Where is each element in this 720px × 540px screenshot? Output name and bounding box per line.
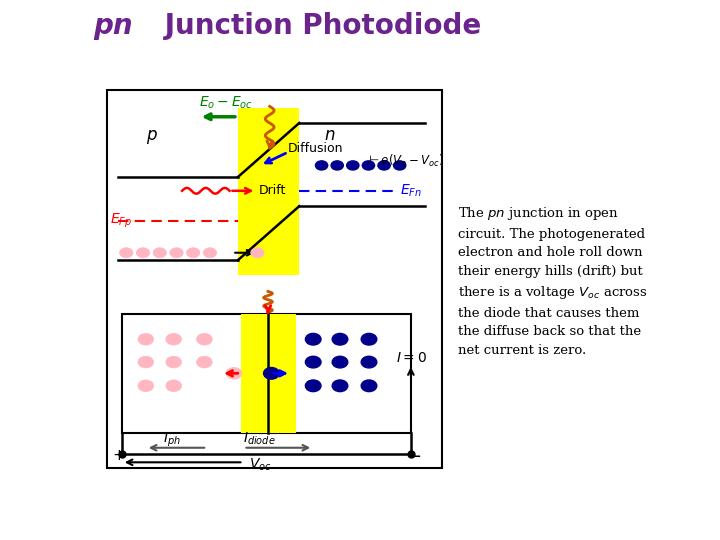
Bar: [240, 314, 297, 433]
Circle shape: [203, 248, 217, 258]
Circle shape: [305, 333, 321, 345]
Circle shape: [361, 333, 377, 345]
Circle shape: [332, 356, 348, 368]
Circle shape: [136, 248, 150, 258]
Circle shape: [347, 161, 359, 170]
Text: $I_{ph}$: $I_{ph}$: [163, 430, 180, 449]
Circle shape: [378, 161, 390, 170]
Circle shape: [166, 380, 181, 392]
Circle shape: [166, 333, 181, 345]
Text: $+$: $+$: [112, 448, 125, 463]
Circle shape: [186, 248, 200, 258]
Text: $-$: $-$: [406, 446, 421, 464]
Circle shape: [197, 333, 212, 345]
Text: $E_o - E_{oc}$: $E_o - E_{oc}$: [199, 94, 253, 111]
Text: Diffusion: Diffusion: [288, 142, 343, 155]
Text: $n$: $n$: [324, 126, 336, 144]
Text: $I = 0$: $I = 0$: [396, 351, 427, 365]
Circle shape: [166, 356, 181, 368]
Circle shape: [305, 356, 321, 368]
Bar: [122, 314, 411, 433]
Circle shape: [120, 248, 133, 258]
Circle shape: [197, 356, 212, 368]
Circle shape: [361, 380, 377, 392]
Circle shape: [361, 356, 377, 368]
Circle shape: [362, 161, 374, 170]
Text: $E_{Fp}$: $E_{Fp}$: [109, 212, 132, 231]
Circle shape: [138, 380, 153, 392]
Circle shape: [251, 248, 264, 258]
Text: $E_{Fn}$: $E_{Fn}$: [400, 182, 421, 199]
Circle shape: [331, 161, 343, 170]
Text: The $pn$ junction in open
circuit. The photogenerated
electron and hole roll dow: The $pn$ junction in open circuit. The p…: [459, 205, 648, 357]
Circle shape: [394, 161, 406, 170]
Text: Junction Photodiode: Junction Photodiode: [155, 12, 481, 40]
Circle shape: [332, 333, 348, 345]
Circle shape: [153, 248, 166, 258]
Text: pn: pn: [94, 12, 133, 40]
Circle shape: [138, 333, 153, 345]
Circle shape: [170, 248, 183, 258]
Text: $p$: $p$: [145, 127, 158, 146]
Text: $\vdash e(V_o - V_{oc})$: $\vdash e(V_o - V_{oc})$: [366, 153, 444, 168]
Circle shape: [226, 368, 242, 379]
Circle shape: [315, 161, 328, 170]
Circle shape: [138, 356, 153, 368]
Text: $V_{oc}$: $V_{oc}$: [249, 456, 271, 472]
Bar: [107, 90, 441, 468]
Text: Drift: Drift: [258, 184, 286, 197]
Circle shape: [332, 380, 348, 392]
Text: $I_{diode}$: $I_{diode}$: [243, 430, 276, 447]
Bar: [238, 109, 300, 275]
Circle shape: [305, 380, 321, 392]
Circle shape: [264, 368, 279, 379]
